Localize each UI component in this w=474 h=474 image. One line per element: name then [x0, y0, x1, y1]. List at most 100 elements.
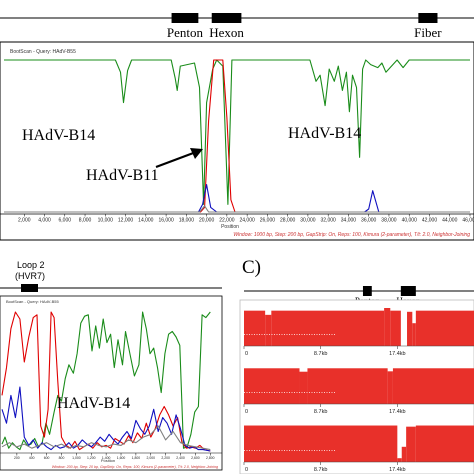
- x-tick-label: 1,800: [132, 456, 141, 460]
- similarity-bar: [407, 311, 413, 346]
- track-tick-label: 0: [245, 351, 248, 357]
- similarity-bar: [397, 458, 402, 462]
- x-tick-label: 42,000: [422, 218, 438, 224]
- similarity-bar: [412, 323, 416, 346]
- similarity-bar: [384, 308, 391, 346]
- x-tick-label: 6,000: [59, 218, 72, 224]
- track-tick-label: 0: [245, 409, 248, 415]
- label-hadv-b11: HAdV-B11: [86, 167, 159, 184]
- x-tick-label: 8,000: [79, 218, 92, 224]
- x-tick-label: 2,800: [206, 456, 215, 460]
- track-tick-label: 8.7kb: [314, 351, 327, 357]
- similarity-bar: [271, 310, 385, 346]
- x-tick-label: 800: [59, 456, 65, 460]
- panel-c-gene-box-hexon: [400, 286, 416, 296]
- x-tick-label: 4,000: [38, 218, 51, 224]
- x-tick-label: 36,000: [361, 218, 377, 224]
- hvr7-label: (HVR7): [15, 271, 45, 281]
- x-tick-label: 600: [44, 456, 50, 460]
- loop-2-gene-box: [21, 284, 38, 292]
- x-tick-label: 40,000: [402, 218, 418, 224]
- x-tick-label: 10,000: [98, 218, 114, 224]
- similarity-bar: [244, 310, 266, 346]
- x-tick-label: 32,000: [321, 218, 337, 224]
- x-tick-label: 12,000: [118, 218, 134, 224]
- x-tick-label: 44,000: [442, 218, 458, 224]
- x-tick-label: 18,000: [179, 218, 195, 224]
- x-tick-label: 2,200: [161, 456, 170, 460]
- gene-label-fiber: Fiber: [414, 25, 442, 40]
- x-tick-label: 30,000: [300, 218, 316, 224]
- panel-a-frame: [0, 41, 474, 241]
- x-tick-label: 200: [14, 456, 20, 460]
- panel-b-footer: Window: 200 bp, Step: 20 bp, GapStrip: O…: [52, 465, 218, 469]
- similarity-track-1: 0 8.7kb 17.4kb: [243, 308, 474, 357]
- x-tick-label: 2,000: [18, 218, 31, 224]
- similarity-bar: [244, 368, 300, 404]
- similarity-bar: [415, 425, 474, 462]
- hadv-b11-arrow-line: [155, 150, 197, 169]
- panel-b-bootscan: Loop 2 (HVR7) BootScan - Query: HAdV-B55…: [0, 260, 223, 471]
- panel-b-series: [1, 311, 211, 452]
- track-tick-label: 17.4kb: [389, 351, 406, 357]
- gene-box-hexon: [211, 13, 242, 23]
- x-tick-label: 38,000: [381, 218, 397, 224]
- label-panel-b-hadv-b14: HAdV-B14: [57, 395, 130, 412]
- x-tick-label: 22,000: [219, 218, 235, 224]
- panel-c-gene-box-penton: [362, 286, 372, 296]
- similarity-bar: [387, 371, 393, 404]
- x-tick-label: 400: [29, 456, 35, 460]
- panel-a-series: [4, 59, 470, 213]
- series-line-gray: [1, 425, 211, 451]
- panel-b-header: BootScan - Query: HAdV-B55: [6, 299, 59, 304]
- x-tick-label: 1,400: [102, 456, 111, 460]
- panel-c-tracks: 0 8.7kb 17.4kb 0 8.7kb 17.4kb 0 8.7kb 17.4kb: [243, 308, 474, 473]
- similarity-bar: [299, 371, 308, 404]
- similarity-bar: [401, 446, 407, 462]
- label-left-hadv-b14: HAdV-B14: [22, 127, 95, 144]
- gene-box-fiber: [418, 13, 438, 23]
- similarity-track-2: 0 8.7kb 17.4kb: [243, 368, 474, 415]
- panel-a-x-label: Position: [221, 224, 239, 230]
- series-line-green: [4, 59, 470, 205]
- x-tick-label: 2,400: [176, 456, 185, 460]
- x-tick-label: 20,000: [199, 218, 215, 224]
- label-right-hadv-b14: HAdV-B14: [288, 125, 361, 142]
- panel-c-letter: C): [242, 257, 261, 278]
- loop-2-label: Loop 2: [17, 260, 45, 270]
- x-tick-label: 2,000: [147, 456, 156, 460]
- series-line-blue: [1, 386, 211, 452]
- track-tick-label: 17.4kb: [389, 467, 406, 473]
- x-tick-label: 1,000: [72, 456, 81, 460]
- x-tick-label: 2,600: [191, 456, 200, 460]
- panel-b-x-label: Position: [101, 458, 115, 463]
- genome-map: Penton Hexon Fiber: [0, 13, 474, 40]
- hadv-b11-arrow-head: [190, 148, 203, 159]
- track-tick-label: 0: [245, 467, 248, 473]
- similarity-bar: [406, 426, 416, 462]
- panel-b-frame: [0, 295, 223, 471]
- gene-label-penton: Penton: [167, 25, 204, 40]
- similarity-bar: [244, 425, 398, 462]
- x-tick-label: 28,000: [280, 218, 296, 224]
- panel-a-ticks: 2,000 4,000 6,000 8,000 10,000 12,000 14,000 16…: [18, 214, 474, 224]
- track-tick-label: 8.7kb: [314, 409, 327, 415]
- panel-a-footer: Window: 1000 bp, Step: 200 bp, GapStrip:…: [233, 232, 470, 238]
- similarity-bar: [390, 310, 401, 346]
- x-tick-label: 14,000: [138, 218, 154, 224]
- gene-box-penton: [171, 13, 199, 23]
- x-tick-label: 46,000: [462, 218, 474, 224]
- gene-label-hexon: Hexon: [209, 25, 244, 40]
- x-tick-label: 16,000: [158, 218, 174, 224]
- series-line-red: [4, 59, 470, 213]
- series-line-gray: [4, 205, 470, 213]
- panel-a-header: BootScan - Query: HAdV-B55: [10, 49, 76, 55]
- similarity-bar: [415, 310, 474, 346]
- x-tick-label: 1,200: [87, 456, 96, 460]
- track-tick-label: 8.7kb: [314, 467, 327, 473]
- similarity-bar: [265, 314, 272, 346]
- similarity-bar: [392, 368, 474, 404]
- track-tick-label: 17.4kb: [389, 409, 406, 415]
